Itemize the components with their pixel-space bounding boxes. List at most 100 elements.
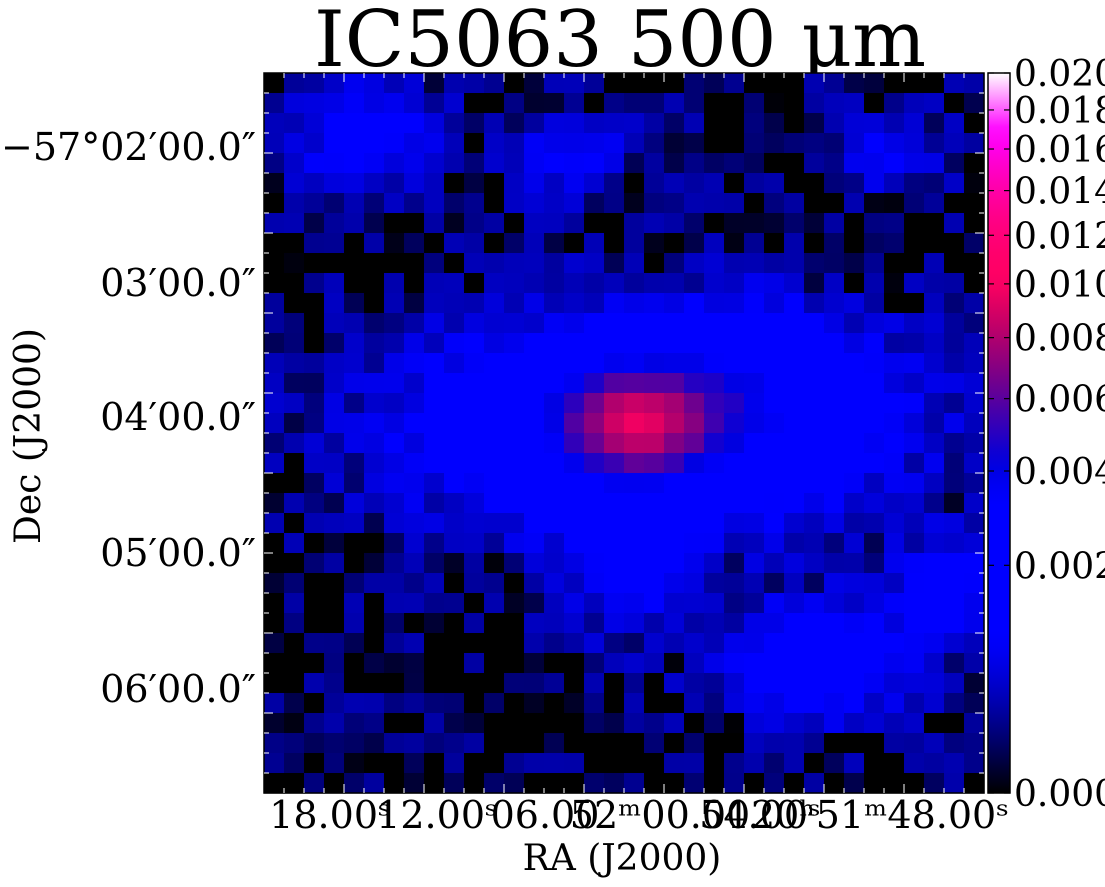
heatmap-cell: [544, 333, 565, 354]
heatmap-cell: [624, 393, 645, 414]
heatmap-cell: [784, 693, 805, 714]
heatmap-cell: [284, 273, 305, 294]
heatmap-cell: [324, 93, 345, 114]
heatmap-cell: [664, 553, 685, 574]
heatmap-cell: [484, 213, 505, 234]
heatmap-cell: [544, 353, 565, 374]
heatmap-cell: [344, 513, 365, 534]
heatmap-cell: [684, 453, 705, 474]
heatmap-cell: [584, 493, 605, 514]
heatmap-cell: [844, 453, 865, 474]
heatmap-cell: [684, 233, 705, 254]
heatmap-cell: [844, 573, 865, 594]
heatmap-cell: [264, 153, 285, 174]
heatmap-cell: [824, 153, 845, 174]
heatmap-cell: [584, 253, 605, 274]
heatmap-cell: [444, 713, 465, 734]
x-tick-labels: 18.00ˢ12.00ˢ06.0052ᵐ00.0054.00ˢ20ʰ51ᵐ48.…: [269, 793, 1009, 837]
heatmap-cell: [944, 633, 965, 654]
heatmap-cell: [924, 93, 945, 114]
heatmap-cell: [944, 93, 965, 114]
heatmap-cell: [964, 293, 985, 314]
heatmap-cell: [364, 533, 385, 554]
y-tick-labels: −57°02′00.0″ 03′00.0″ 04′00.0″ 05′00.0″ 06′0…: [1, 125, 256, 711]
heatmap-cell: [604, 473, 625, 494]
heatmap-cell: [744, 113, 765, 134]
heatmap-cell: [304, 753, 325, 774]
heatmap-cell: [284, 633, 305, 654]
heatmap-cell: [384, 213, 405, 234]
heatmap-cell: [704, 193, 725, 214]
heatmap-cell: [664, 453, 685, 474]
heatmap-cell: [864, 93, 885, 114]
heatmap-cell: [264, 733, 285, 754]
heatmap-cell: [604, 233, 625, 254]
heatmap-cell: [884, 353, 905, 374]
heatmap-cell: [944, 533, 965, 554]
heatmap-cell: [964, 493, 985, 514]
heatmap-cell: [364, 233, 385, 254]
heatmap-cell: [644, 593, 665, 614]
heatmap-cell: [384, 613, 405, 634]
heatmap-cell: [684, 133, 705, 154]
heatmap-cell: [504, 413, 525, 434]
heatmap-cell: [484, 773, 505, 794]
heatmap-cell: [764, 333, 785, 354]
heatmap-cell: [664, 573, 685, 594]
heatmap-cell: [744, 773, 765, 794]
heatmap-cell: [364, 413, 385, 434]
heatmap-cell: [364, 273, 385, 294]
heatmap-cell: [404, 613, 425, 634]
heatmap-cell: [904, 413, 925, 434]
heatmap-cell: [544, 373, 565, 394]
heatmap-cell: [624, 613, 645, 634]
heatmap-cell: [704, 413, 725, 434]
heatmap-cell: [764, 733, 785, 754]
heatmap-cell: [844, 733, 865, 754]
heatmap-cell: [464, 533, 485, 554]
heatmap-cell: [504, 153, 525, 174]
heatmap-cell: [684, 293, 705, 314]
heatmap-cell: [324, 333, 345, 354]
heatmap-cell: [544, 633, 565, 654]
heatmap-cell: [584, 573, 605, 594]
heatmap-cell: [844, 193, 865, 214]
heatmap-cell: [904, 673, 925, 694]
heatmap-cell: [764, 673, 785, 694]
heatmap-cell: [784, 73, 805, 94]
heatmap-cell: [284, 93, 305, 114]
heatmap-cell: [784, 673, 805, 694]
heatmap-cell: [884, 413, 905, 434]
heatmap-cell: [724, 73, 745, 94]
heatmap-cell: [624, 693, 645, 714]
heatmap-cell: [504, 333, 525, 354]
heatmap-cell: [584, 153, 605, 174]
heatmap-cell: [584, 433, 605, 454]
heatmap-cell: [644, 753, 665, 774]
heatmap-cell: [864, 273, 885, 294]
heatmap-cell: [704, 573, 725, 594]
heatmap-cell: [664, 93, 685, 114]
heatmap-cell: [404, 293, 425, 314]
heatmap-cell: [964, 633, 985, 654]
heatmap-cell: [644, 733, 665, 754]
heatmap-cell: [284, 733, 305, 754]
heatmap-cell: [864, 573, 885, 594]
heatmap-cell: [844, 413, 865, 434]
heatmap-cell: [864, 373, 885, 394]
heatmap-cell: [524, 113, 545, 134]
heatmap-cell: [584, 593, 605, 614]
heatmap-cell: [404, 633, 425, 654]
heatmap-cell: [964, 593, 985, 614]
heatmap-cell: [404, 473, 425, 494]
heatmap-cell: [364, 513, 385, 534]
heatmap-cell: [544, 753, 565, 774]
heatmap-cell: [564, 733, 585, 754]
heatmap-cell: [564, 193, 585, 214]
heatmap-cell: [264, 713, 285, 734]
heatmap-cell: [404, 413, 425, 434]
heatmap-cell: [284, 133, 305, 154]
heatmap-cell: [944, 553, 965, 574]
heatmap-cell: [944, 613, 965, 634]
heatmap-cell: [904, 633, 925, 654]
